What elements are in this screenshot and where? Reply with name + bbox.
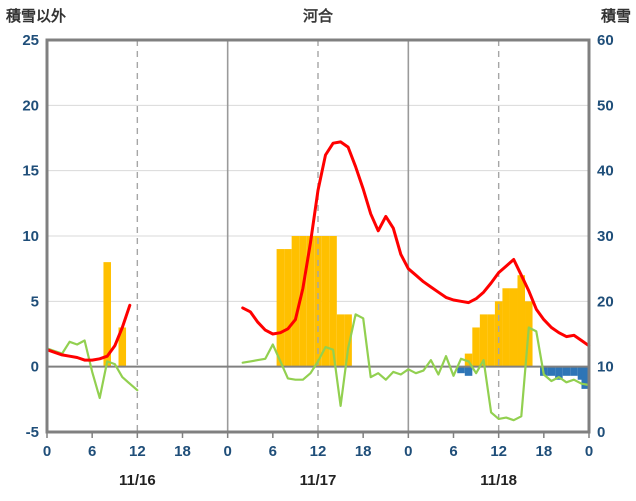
svg-text:18: 18 (174, 443, 191, 460)
svg-text:50: 50 (597, 97, 614, 114)
svg-text:30: 30 (597, 228, 614, 245)
svg-text:6: 6 (88, 443, 96, 460)
svg-text:0: 0 (597, 424, 605, 441)
left-axis-labels: 25 20 15 10 5 0 -5 (22, 32, 39, 441)
chart-title: 河合 (302, 8, 333, 25)
svg-text:11/17: 11/17 (300, 472, 337, 489)
svg-text:25: 25 (22, 32, 39, 49)
svg-text:15: 15 (22, 163, 39, 180)
svg-text:0: 0 (31, 359, 39, 376)
svg-text:60: 60 (597, 32, 614, 49)
svg-text:0: 0 (223, 443, 231, 460)
svg-text:20: 20 (22, 97, 39, 114)
svg-text:18: 18 (535, 443, 552, 460)
date-labels: 11/16 11/17 11/18 (119, 472, 517, 489)
right-axis-labels: 60 50 40 30 20 10 0 (597, 32, 614, 441)
svg-text:11/18: 11/18 (480, 472, 517, 489)
svg-text:40: 40 (597, 163, 614, 180)
svg-text:12: 12 (129, 443, 146, 460)
left-axis-title: 積雪以外 (6, 8, 67, 25)
svg-text:0: 0 (585, 443, 593, 460)
svg-text:18: 18 (355, 443, 372, 460)
svg-text:0: 0 (43, 443, 51, 460)
svg-text:6: 6 (449, 443, 457, 460)
svg-text:12: 12 (490, 443, 507, 460)
svg-text:11/16: 11/16 (119, 472, 156, 489)
svg-text:5: 5 (31, 293, 39, 310)
orange-bars (103, 236, 533, 367)
svg-text:6: 6 (269, 443, 277, 460)
svg-text:-5: -5 (26, 424, 39, 441)
svg-text:0: 0 (404, 443, 412, 460)
x-axis-labels: 0 6 12 18 0 6 12 18 0 6 12 18 0 (43, 432, 593, 460)
svg-text:10: 10 (22, 228, 39, 245)
right-axis-title: 積雪 (600, 8, 631, 25)
svg-text:12: 12 (310, 443, 327, 460)
svg-text:20: 20 (597, 293, 614, 310)
red-line (45, 140, 591, 362)
svg-text:10: 10 (597, 359, 614, 376)
